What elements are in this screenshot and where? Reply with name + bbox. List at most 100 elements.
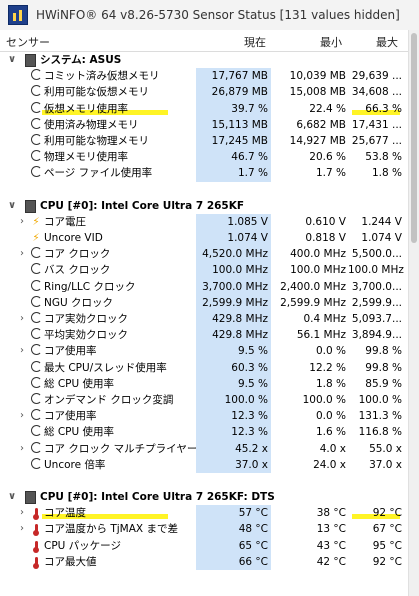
yellow-highlight-mark — [42, 514, 168, 520]
sensor-row[interactable]: オンデマンド クロック変調 100.0 % 100.0 % 100.0 % — [0, 391, 408, 409]
sensor-row[interactable]: 利用可能な物理メモリ 17,245 MB 14,927 MB 25,677 ... — [0, 132, 408, 150]
current-value: 1.7 % — [196, 165, 271, 182]
current-value: 1.085 V — [196, 213, 271, 231]
max-value: 95 °C — [372, 539, 402, 552]
expand-chevron-icon[interactable]: › — [20, 345, 24, 357]
sensor-row[interactable]: › コア実効クロック 429.8 MHz 0.4 MHz 5,093.7... — [0, 311, 408, 328]
current-value: 65 °C — [196, 537, 271, 554]
collapse-chevron-icon[interactable]: ∨ — [7, 491, 17, 503]
bolt-icon: ⚡ — [32, 232, 40, 245]
sensor-row[interactable]: › コア クロック マルチプライヤー 45.2 x 4.0 x 55.0 x — [0, 440, 408, 457]
sensor-label: CPU パッケージ — [44, 539, 121, 552]
sensor-row[interactable]: バス クロック 100.0 MHz 100.0 MHz 100.0 MHz — [0, 262, 408, 279]
sensor-row[interactable]: 最大 CPU/スレッド使用率 60.3 % 12.2 % 99.8 % — [0, 359, 408, 376]
sensor-row[interactable]: 仮想メモリ使用率 39.7 % 22.4 % 66.3 % — [0, 100, 408, 117]
sensor-row[interactable]: 物理メモリ使用率 46.7 % 20.6 % 53.8 % — [0, 149, 408, 166]
yellow-highlight-mark — [352, 109, 400, 115]
max-value: 3,894.9... — [351, 329, 402, 342]
sensor-label: バス クロック — [44, 264, 111, 277]
column-header-min[interactable]: 最小 — [320, 36, 342, 49]
thermometer-icon — [30, 554, 42, 570]
collapse-chevron-icon[interactable]: ∨ — [7, 199, 17, 211]
gauge-icon — [30, 262, 42, 278]
max-value: 92 °C — [372, 507, 402, 520]
sensor-row[interactable]: 使用済み物理メモリ 15,113 MB 6,682 MB 17,431 ... — [0, 116, 408, 133]
current-value: 100.0 % — [196, 391, 271, 409]
sensor-label: コア温度 — [44, 507, 86, 520]
max-value: 99.8 % — [365, 345, 402, 358]
column-header-sensor[interactable]: センサー — [6, 36, 50, 49]
gauge-icon — [30, 165, 42, 181]
expand-chevron-icon[interactable]: › — [20, 313, 24, 324]
column-header-max[interactable]: 最大 — [376, 36, 398, 49]
sensor-label: 利用可能な仮想メモリ — [44, 86, 149, 99]
sensor-label: 総 CPU 使用率 — [44, 377, 115, 390]
sensor-row[interactable]: NGU クロック 2,599.9 MHz 2,599.9 MHz 2,599.9... — [0, 294, 408, 311]
sensor-label: コア電圧 — [44, 215, 86, 228]
sensor-row[interactable]: CPU パッケージ 65 °C 43 °C 95 °C — [0, 537, 408, 554]
sensor-group-row[interactable]: ∨ システム: ASUS — [0, 52, 408, 68]
expand-chevron-icon[interactable]: › — [20, 215, 24, 227]
sensor-row[interactable]: › コア使用率 12.3 % 0.0 % 131.3 % — [0, 408, 408, 425]
max-value: 37.0 x — [369, 458, 402, 471]
sensor-row[interactable]: Ring/LLC クロック 3,700.0 MHz 2,400.0 MHz 3,700… — [0, 278, 408, 295]
min-value: 24.0 x — [313, 458, 346, 471]
min-value: 4.0 x — [319, 442, 346, 455]
sensor-label: コア実効クロック — [44, 313, 128, 325]
sensor-row[interactable]: › コア使用率 9.5 % 0.0 % 99.8 % — [0, 343, 408, 360]
scrollbar-thumb[interactable] — [411, 33, 417, 243]
current-value: 17,245 MB — [196, 132, 271, 150]
max-value: 5,093.7... — [351, 313, 402, 325]
max-value: 1.074 V — [361, 232, 402, 245]
min-value: 6,682 MB — [296, 118, 346, 131]
expand-chevron-icon[interactable]: › — [20, 507, 24, 519]
sensor-row[interactable]: › ⚡ コア電圧 1.085 V 0.610 V 1.244 V — [0, 213, 408, 231]
sensor-label: コミット済み仮想メモリ — [44, 70, 160, 83]
max-value: 53.8 % — [365, 151, 402, 164]
sensor-row[interactable]: Uncore 倍率 37.0 x 24.0 x 37.0 x — [0, 456, 408, 473]
current-value: 17,767 MB — [196, 68, 271, 85]
sensor-label: コア クロック マルチプライヤー — [44, 442, 198, 455]
sensor-group-row[interactable]: ∨ CPU [#0]: Intel Core Ultra 7 265KF: DTS — [0, 489, 408, 505]
max-value: 3,700.0... — [351, 280, 402, 293]
hwinfo-app-icon — [8, 5, 28, 25]
sensor-row[interactable]: コミット済み仮想メモリ 17,767 MB 10,039 MB 29,639 ... — [0, 68, 408, 85]
collapse-chevron-icon[interactable]: ∨ — [7, 54, 17, 65]
sensor-row[interactable]: › コア クロック 4,520.0 MHz 400.0 MHz 5,500.0... — [0, 246, 408, 263]
sensor-row[interactable]: 利用可能な仮想メモリ 26,879 MB 15,008 MB 34,608 ... — [0, 84, 408, 101]
sensor-row[interactable]: ページ ファイル使用率 1.7 % 1.7 % 1.8 % — [0, 165, 408, 182]
min-value: 0.4 MHz — [303, 313, 346, 325]
sensor-label: コア使用率 — [44, 410, 97, 423]
sensor-row[interactable]: ⚡ Uncore VID 1.074 V 0.818 V 1.074 V — [0, 230, 408, 247]
sensor-row[interactable]: › コア温度から TjMAX まで差 48 °C 13 °C 67 °C — [0, 521, 408, 538]
expand-chevron-icon[interactable]: › — [20, 523, 24, 535]
max-value: 100.0 % — [358, 393, 402, 406]
gauge-icon — [30, 68, 42, 84]
cpu-icon — [24, 489, 36, 507]
sensor-label: コア使用率 — [44, 345, 97, 358]
expand-chevron-icon[interactable]: › — [20, 248, 24, 260]
expand-chevron-icon[interactable]: › — [20, 410, 24, 422]
min-value: 10,039 MB — [289, 70, 346, 83]
current-value: 9.5 % — [196, 343, 271, 360]
min-value: 0.0 % — [315, 410, 346, 423]
drive-icon — [24, 52, 36, 70]
sensor-row[interactable]: 総 CPU 使用率 12.3 % 1.6 % 116.8 % — [0, 424, 408, 441]
yellow-highlight-mark — [352, 514, 400, 520]
min-value: 22.4 % — [309, 102, 346, 115]
sensor-row[interactable]: 総 CPU 使用率 9.5 % 1.8 % 85.9 % — [0, 375, 408, 392]
column-header-current[interactable]: 現在 — [244, 36, 266, 49]
expand-chevron-icon[interactable]: › — [20, 442, 24, 454]
sensor-row[interactable]: 平均実効クロック 429.8 MHz 56.1 MHz 3,894.9... — [0, 327, 408, 344]
gauge-icon — [30, 408, 42, 424]
sensor-label: ページ ファイル使用率 — [44, 167, 153, 180]
vertical-scrollbar[interactable] — [408, 30, 419, 596]
sensor-row[interactable]: コア最大値 66 °C 42 °C 92 °C — [0, 553, 408, 570]
sensor-row[interactable]: › コア温度 57 °C 38 °C 92 °C — [0, 505, 408, 522]
gauge-icon — [30, 279, 42, 295]
sensor-group-row[interactable]: ∨ CPU [#0]: Intel Core Ultra 7 265KF — [0, 198, 408, 214]
max-value: 66.3 % — [365, 102, 402, 115]
group-label: CPU [#0]: Intel Core Ultra 7 265KF: DTS — [40, 491, 275, 504]
spacer-row — [0, 182, 408, 198]
current-value: 3,700.0 MHz — [196, 278, 271, 295]
